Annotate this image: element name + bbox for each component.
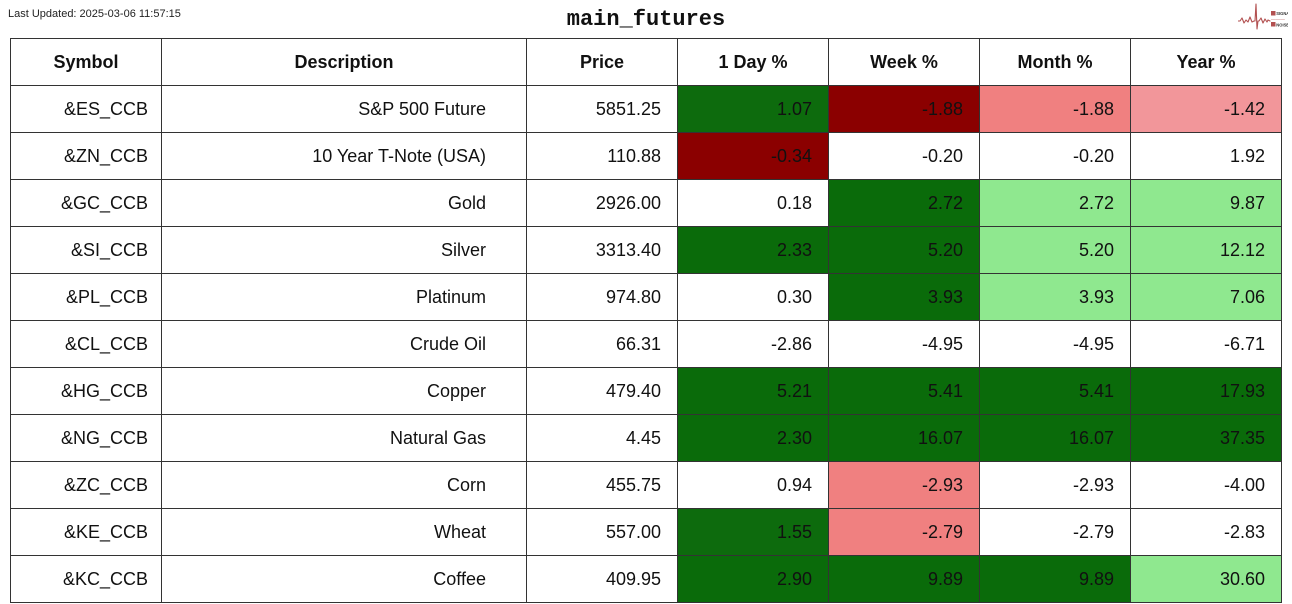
svg-text:NOISE: NOISE bbox=[1276, 23, 1288, 28]
svg-text:SIGNAL: SIGNAL bbox=[1276, 11, 1288, 16]
svg-text:―――: ――― bbox=[1271, 17, 1285, 22]
